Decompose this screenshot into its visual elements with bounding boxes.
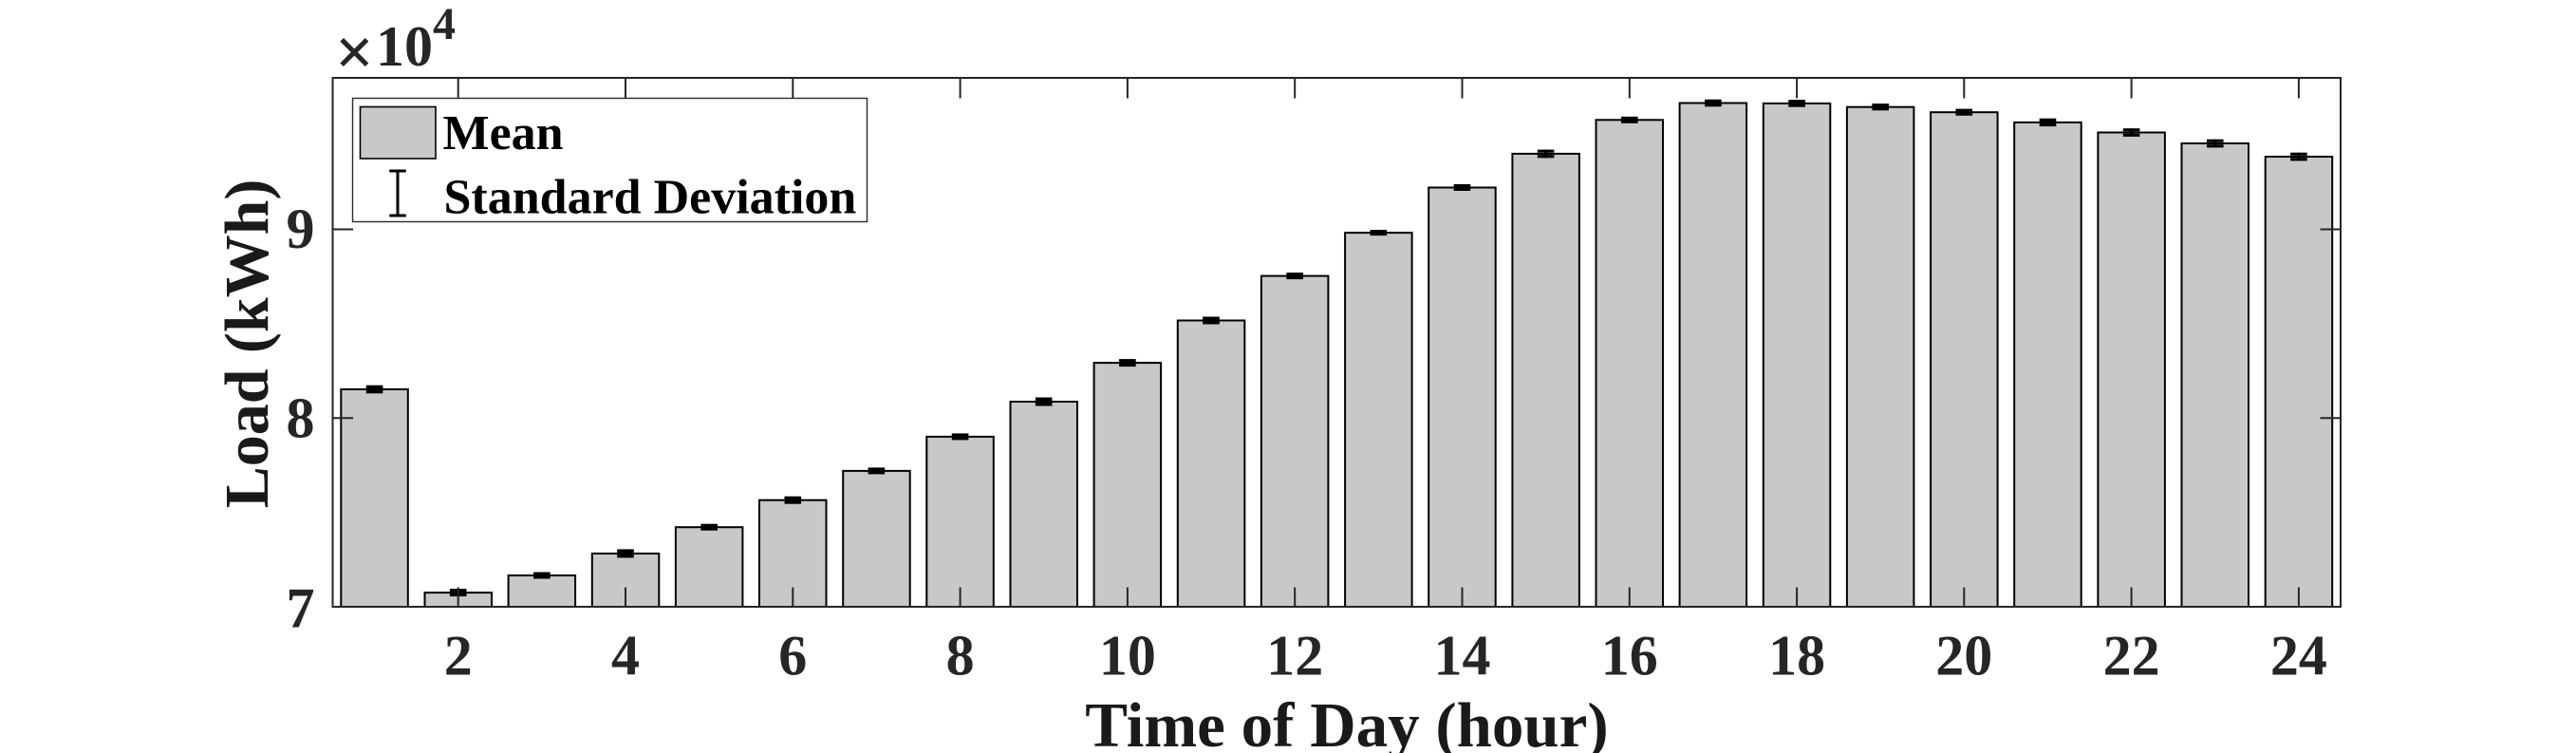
svg-text:Time of Day (hour): Time of Day (hour)	[1085, 690, 1608, 753]
svg-text:10: 10	[376, 15, 433, 78]
svg-text:22: 22	[2103, 625, 2160, 687]
svg-text:10: 10	[1099, 625, 1156, 687]
svg-text:24: 24	[2270, 625, 2327, 687]
svg-text:14: 14	[1434, 625, 1491, 687]
svg-text:2: 2	[444, 625, 473, 687]
svg-text:Load (kWh): Load (kWh)	[213, 179, 282, 509]
svg-text:7: 7	[287, 577, 315, 640]
svg-text:4: 4	[611, 625, 640, 687]
svg-text:Standard Deviation: Standard Deviation	[444, 171, 857, 225]
svg-text:12: 12	[1266, 625, 1323, 687]
svg-text:20: 20	[1935, 625, 1992, 687]
svg-text:×: ×	[335, 14, 374, 90]
svg-text:16: 16	[1601, 625, 1658, 687]
svg-text:9: 9	[287, 198, 315, 260]
svg-text:8: 8	[287, 387, 315, 450]
svg-text:18: 18	[1768, 625, 1825, 687]
svg-text:Mean: Mean	[443, 106, 564, 160]
svg-text:4: 4	[433, 0, 456, 49]
svg-text:8: 8	[946, 625, 975, 687]
svg-text:6: 6	[778, 625, 807, 687]
